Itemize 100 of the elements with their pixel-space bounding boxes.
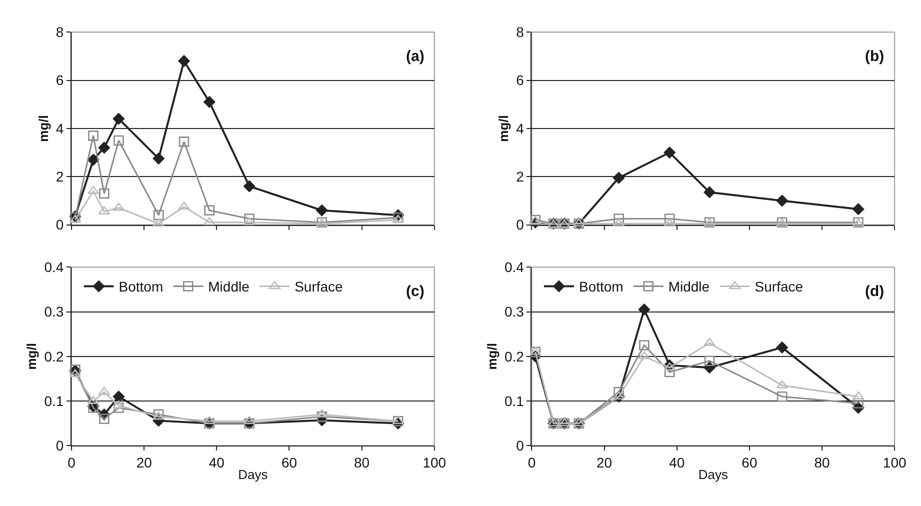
y-axis-title: mg/l xyxy=(484,343,500,370)
point xyxy=(852,203,864,216)
point xyxy=(664,214,675,224)
y-tick-label: 2 xyxy=(56,168,64,185)
y-tick-label: 0 xyxy=(56,216,64,233)
y-tick-label: 8 xyxy=(516,24,524,40)
point xyxy=(530,346,542,355)
x-axis-title: Days xyxy=(698,467,728,482)
x-tick-label: 0 xyxy=(528,454,536,470)
x-tick-label: 20 xyxy=(596,454,612,470)
point xyxy=(244,214,254,224)
y-tick-label: 6 xyxy=(516,72,524,88)
legend-label: Bottom xyxy=(578,278,624,295)
x-tick-label: 0 xyxy=(68,454,76,470)
point xyxy=(316,409,328,418)
y-tick-label: 0.4 xyxy=(44,259,64,275)
point xyxy=(704,338,716,346)
point xyxy=(99,188,110,199)
y-axis-title: mg/l xyxy=(24,343,40,370)
point xyxy=(88,130,98,141)
y-tick-label: 0.2 xyxy=(504,348,524,364)
point xyxy=(316,412,328,422)
point xyxy=(664,362,676,370)
point xyxy=(639,340,650,350)
point xyxy=(776,391,788,402)
y-tick-label: 4 xyxy=(56,120,64,136)
y-tick-label: 0.2 xyxy=(44,348,64,364)
point xyxy=(203,96,216,108)
point xyxy=(558,418,570,426)
point xyxy=(638,303,650,316)
legend-label: Middle xyxy=(208,278,250,295)
point xyxy=(99,414,110,424)
annotation: (a) xyxy=(406,48,424,65)
x-tick-label: 100 xyxy=(422,454,446,470)
point xyxy=(204,416,216,424)
point xyxy=(776,341,788,354)
y-axis-title: mg/l xyxy=(36,115,51,142)
x-tick-label: 100 xyxy=(882,454,906,470)
point xyxy=(664,218,676,226)
point xyxy=(153,210,164,220)
point xyxy=(704,356,715,366)
point xyxy=(776,194,788,207)
point xyxy=(152,218,164,226)
y-axis-title: mg/l xyxy=(496,115,512,142)
y-tick-label: 0 xyxy=(56,438,64,454)
x-tick-label: 40 xyxy=(669,454,685,470)
annotation: (b) xyxy=(865,48,884,65)
y-tick-label: 0.1 xyxy=(44,392,64,409)
point xyxy=(573,218,585,226)
y-tick-label: 0.4 xyxy=(504,259,524,275)
y-tick-label: 0.1 xyxy=(504,392,524,409)
point xyxy=(112,112,125,125)
point xyxy=(152,412,164,420)
y-tick-label: 0 xyxy=(516,216,524,233)
point xyxy=(614,214,624,224)
point xyxy=(98,386,110,396)
annotation: (c) xyxy=(406,283,424,300)
point xyxy=(530,346,541,358)
point xyxy=(112,390,125,403)
point xyxy=(178,54,190,68)
point xyxy=(152,152,165,165)
legend-label: Bottom xyxy=(118,278,164,295)
point xyxy=(612,172,625,184)
point xyxy=(392,214,404,223)
legend-label: Surface xyxy=(294,278,344,295)
x-tick-label: 40 xyxy=(208,454,225,470)
point xyxy=(548,418,560,426)
x-tick-label: 80 xyxy=(814,454,830,470)
point xyxy=(114,135,124,146)
y-tick-label: 6 xyxy=(56,72,64,88)
point xyxy=(703,186,716,198)
point xyxy=(243,180,256,192)
x-axis-title: Days xyxy=(238,467,268,482)
point xyxy=(114,402,124,413)
point xyxy=(178,136,190,147)
y-tick-label: 0.3 xyxy=(44,304,64,320)
point xyxy=(87,154,100,166)
legend-label: Middle xyxy=(668,278,710,295)
y-tick-label: 0 xyxy=(516,438,524,454)
y-tick-label: 4 xyxy=(516,120,524,136)
x-tick-label: 60 xyxy=(281,454,298,470)
point xyxy=(204,217,216,226)
point xyxy=(178,202,190,210)
point xyxy=(573,418,585,426)
point xyxy=(664,146,676,159)
annotation: (d) xyxy=(865,283,884,300)
point xyxy=(316,204,328,216)
point xyxy=(204,205,215,216)
point xyxy=(776,380,788,388)
point xyxy=(98,142,110,154)
y-tick-label: 8 xyxy=(56,24,64,40)
point xyxy=(664,366,675,378)
point xyxy=(243,416,256,424)
y-tick-label: 0.3 xyxy=(504,304,524,320)
x-tick-label: 60 xyxy=(742,454,758,470)
x-tick-label: 80 xyxy=(354,454,370,470)
x-tick-label: 20 xyxy=(136,454,152,470)
point xyxy=(614,386,624,398)
y-tick-label: 2 xyxy=(516,168,524,185)
legend-label: Surface xyxy=(754,278,804,295)
